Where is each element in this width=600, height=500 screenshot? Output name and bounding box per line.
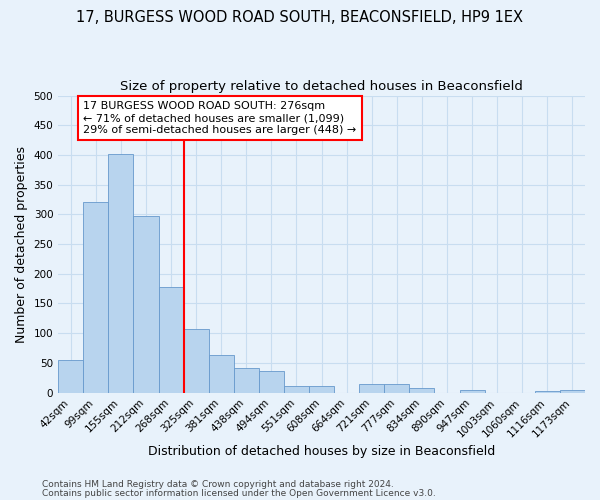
Bar <box>309 386 334 392</box>
Bar <box>234 368 259 392</box>
Bar <box>209 355 234 393</box>
Bar <box>83 202 109 392</box>
Bar <box>460 390 485 392</box>
Text: 17, BURGESS WOOD ROAD SOUTH, BEACONSFIELD, HP9 1EX: 17, BURGESS WOOD ROAD SOUTH, BEACONSFIEL… <box>77 10 523 25</box>
Bar <box>133 216 158 392</box>
Bar <box>385 384 409 392</box>
Bar <box>158 287 184 393</box>
Bar <box>284 386 309 392</box>
Y-axis label: Number of detached properties: Number of detached properties <box>15 146 28 342</box>
Title: Size of property relative to detached houses in Beaconsfield: Size of property relative to detached ho… <box>120 80 523 93</box>
Bar <box>560 390 585 392</box>
Text: Contains public sector information licensed under the Open Government Licence v3: Contains public sector information licen… <box>42 488 436 498</box>
Bar <box>184 329 209 392</box>
Bar <box>259 371 284 392</box>
X-axis label: Distribution of detached houses by size in Beaconsfield: Distribution of detached houses by size … <box>148 444 495 458</box>
Bar <box>409 388 434 392</box>
Bar <box>109 154 133 392</box>
Bar <box>359 384 385 392</box>
Text: Contains HM Land Registry data © Crown copyright and database right 2024.: Contains HM Land Registry data © Crown c… <box>42 480 394 489</box>
Text: 17 BURGESS WOOD ROAD SOUTH: 276sqm
← 71% of detached houses are smaller (1,099)
: 17 BURGESS WOOD ROAD SOUTH: 276sqm ← 71%… <box>83 102 356 134</box>
Bar <box>58 360 83 392</box>
